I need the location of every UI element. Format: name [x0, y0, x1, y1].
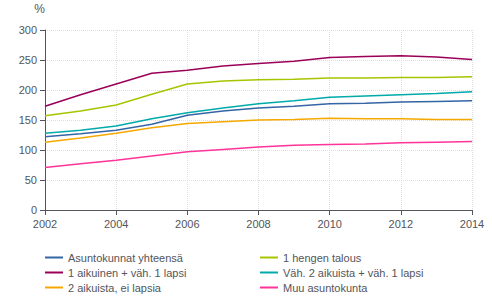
svg-text:100: 100 [19, 144, 37, 156]
svg-text:2 aikuista, ei lapsia: 2 aikuista, ei lapsia [68, 282, 162, 294]
svg-text:2004: 2004 [104, 218, 128, 230]
svg-text:2008: 2008 [246, 218, 270, 230]
svg-text:150: 150 [19, 114, 37, 126]
svg-text:2002: 2002 [33, 218, 57, 230]
svg-text:0: 0 [31, 204, 37, 216]
svg-text:Väh. 2 aikuista + väh. 1 lapsi: Väh. 2 aikuista + väh. 1 lapsi [283, 267, 423, 279]
svg-text:2014: 2014 [460, 218, 484, 230]
svg-text:1 hengen talous: 1 hengen talous [283, 252, 362, 264]
svg-text:2006: 2006 [175, 218, 199, 230]
svg-text:2012: 2012 [389, 218, 413, 230]
svg-text:2010: 2010 [317, 218, 341, 230]
svg-text:250: 250 [19, 54, 37, 66]
svg-text:1 aikuinen + väh. 1 lapsi: 1 aikuinen + väh. 1 lapsi [68, 267, 186, 279]
svg-text:Asuntokunnat yhteensä: Asuntokunnat yhteensä [68, 252, 184, 264]
svg-text:50: 50 [25, 174, 37, 186]
svg-text:300: 300 [19, 24, 37, 36]
svg-text:200: 200 [19, 84, 37, 96]
svg-text:%: % [34, 2, 45, 16]
svg-text:Muu asuntokunta: Muu asuntokunta [283, 282, 368, 294]
